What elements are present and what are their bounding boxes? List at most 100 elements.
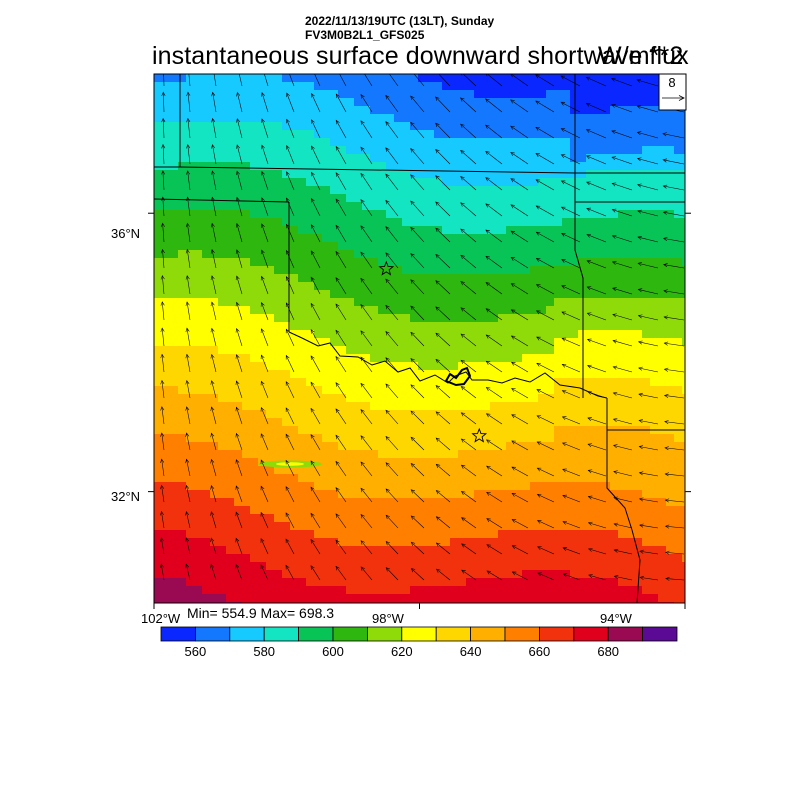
wind-arrow — [185, 458, 191, 477]
wind-arrow — [260, 302, 269, 321]
wind-arrow — [510, 361, 529, 373]
wind-arrow — [310, 407, 321, 425]
wind-arrow — [511, 545, 529, 555]
wind-arrow — [662, 158, 685, 165]
wind-arrow — [285, 486, 295, 503]
wind-arrow — [160, 275, 165, 295]
wind-arrow — [360, 251, 373, 269]
colorbar-label: 640 — [459, 644, 482, 659]
wind-arrow — [310, 434, 321, 451]
wind-arrow — [335, 224, 347, 243]
wind-arrow — [210, 327, 217, 347]
wind-arrow — [485, 308, 503, 321]
wind-arrow — [285, 538, 295, 555]
wind-arrow — [235, 249, 243, 269]
wind-arrow — [435, 437, 451, 451]
wind-arrow — [612, 418, 633, 425]
wind-arrow — [410, 515, 425, 529]
wind-arrow — [235, 511, 243, 529]
wind-arrow — [511, 414, 529, 425]
wind-arrow — [665, 576, 685, 581]
wind-arrow — [435, 227, 451, 243]
colorbar-swatch — [435, 626, 472, 642]
colorbar-swatch — [642, 626, 678, 642]
wind-arrow — [163, 74, 165, 87]
wind-arrow — [360, 435, 373, 451]
wind-arrow — [485, 360, 503, 373]
wind-arrow — [460, 254, 477, 269]
wind-arrow — [364, 74, 373, 87]
star-icon — [471, 427, 488, 443]
wind-arrow — [485, 282, 503, 295]
wind-arrow — [260, 354, 269, 373]
wind-arrow — [210, 249, 217, 269]
wind-arrow — [260, 511, 269, 529]
wind-arrow — [639, 549, 659, 555]
wind-arrow — [561, 416, 581, 425]
wind-arrow — [235, 354, 243, 373]
wind-arrow — [435, 253, 451, 269]
wind-arrow — [613, 444, 633, 451]
wind-arrow — [560, 206, 581, 217]
wind-arrow — [410, 384, 425, 399]
wind-arrow — [310, 197, 321, 217]
wind-arrow — [385, 94, 399, 113]
wind-arrow — [560, 128, 581, 139]
wind-arrow — [536, 441, 555, 451]
wind-arrow — [611, 182, 633, 191]
wind-arrow — [561, 311, 581, 321]
wind-arrow — [637, 340, 659, 347]
wind-arrow — [536, 415, 555, 425]
wind-arrow — [260, 223, 269, 243]
wind-arrow — [460, 412, 477, 425]
wind-arrow — [436, 74, 451, 87]
wind-arrow — [311, 145, 321, 165]
wind-arrow — [185, 432, 191, 451]
wind-arrow — [310, 539, 321, 555]
wind-arrow — [285, 433, 295, 451]
wind-arrow — [664, 420, 685, 425]
wind-arrow — [335, 355, 347, 373]
wind-arrow — [385, 121, 399, 139]
wind-arrow — [663, 393, 685, 399]
wind-arrow — [613, 575, 633, 581]
wind-arrow — [360, 94, 373, 113]
wind-arrow — [461, 543, 477, 555]
wind-arrow — [314, 74, 321, 87]
wind-arrow — [235, 406, 243, 425]
wind-arrow — [536, 363, 555, 373]
wind-arrow — [339, 74, 347, 87]
colorbar-swatch — [539, 626, 575, 642]
vector-legend-arrow-icon — [662, 95, 685, 101]
wind-arrow — [587, 443, 607, 451]
wind-arrow — [611, 261, 633, 269]
wind-arrow — [261, 92, 269, 113]
wind-arrow — [385, 147, 399, 165]
wind-arrow — [260, 433, 269, 451]
wind-arrow — [310, 329, 321, 347]
wind-arrow — [213, 74, 217, 87]
wind-arrow — [211, 117, 217, 139]
wind-arrow — [385, 173, 399, 191]
state-borders — [154, 74, 685, 603]
wind-arrow — [285, 328, 295, 347]
wind-arrow — [335, 303, 347, 321]
wind-arrow — [486, 465, 503, 477]
wind-arrow — [385, 331, 399, 347]
wind-arrow — [485, 177, 503, 191]
wind-arrow — [638, 392, 659, 399]
wind-arrow — [235, 564, 243, 581]
wind-arrow — [486, 439, 503, 451]
wind-arrow — [360, 304, 373, 321]
lon-label-102w: 102°W — [141, 611, 181, 626]
wind-arrow — [210, 458, 217, 477]
wind-arrow — [311, 171, 321, 191]
border-ok-panhandle-south — [154, 198, 290, 203]
wind-arrow — [510, 309, 529, 321]
wind-arrow — [638, 419, 659, 425]
wind-arrow — [510, 283, 529, 295]
wind-arrow — [260, 538, 269, 555]
wind-arrow — [612, 287, 633, 295]
vector-legend-box: 8 — [658, 73, 687, 111]
wind-arrow — [185, 379, 191, 399]
